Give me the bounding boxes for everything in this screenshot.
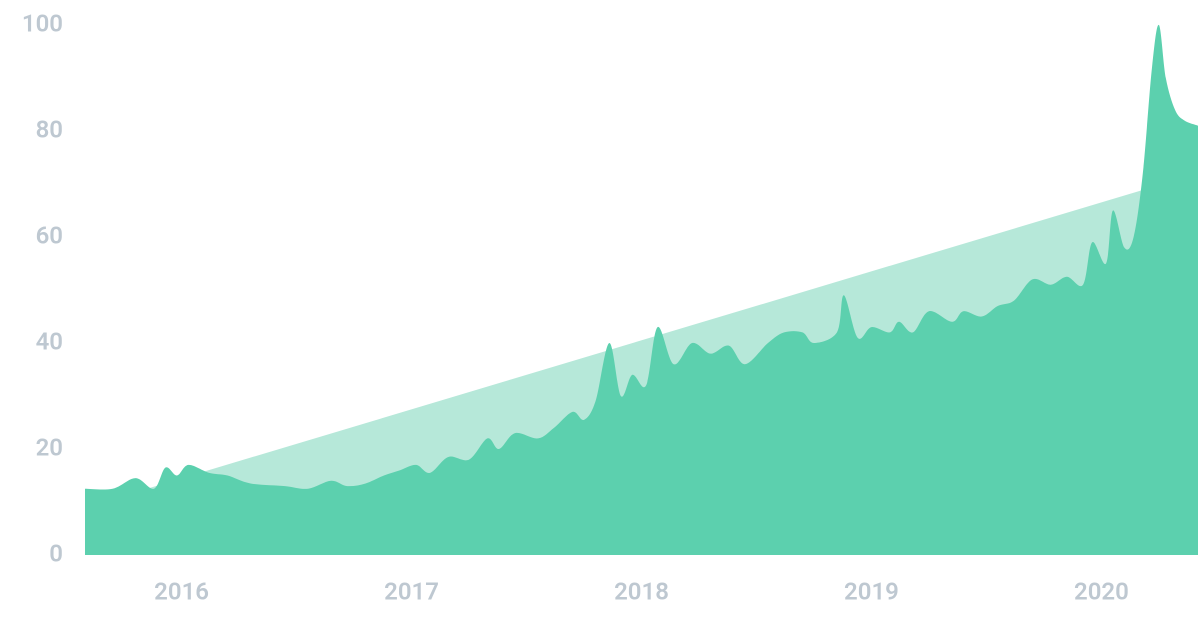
x-tick-label: 2020 (1074, 577, 1129, 605)
x-tick-label: 2018 (614, 577, 669, 605)
x-tick-label: 2017 (384, 577, 439, 605)
y-tick-label: 40 (36, 327, 63, 355)
y-tick-label: 0 (49, 539, 63, 567)
trend-chart: 0 20 40 60 80 100 2016 2017 2018 2019 2020 (0, 0, 1200, 628)
y-tick-label: 100 (22, 9, 63, 37)
chart-svg: 0 20 40 60 80 100 2016 2017 2018 2019 2020 (0, 0, 1200, 628)
y-tick-label: 60 (36, 221, 63, 249)
x-tick-label: 2019 (844, 577, 899, 605)
y-tick-label: 20 (36, 433, 63, 461)
y-tick-label: 80 (36, 115, 63, 143)
x-tick-label: 2016 (154, 577, 209, 605)
